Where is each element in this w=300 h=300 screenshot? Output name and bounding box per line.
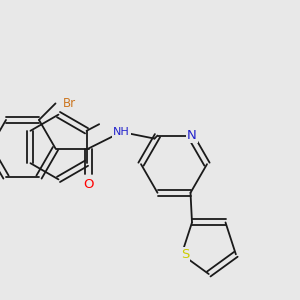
Text: N: N [187, 129, 197, 142]
Text: Br: Br [63, 97, 76, 110]
Text: S: S [181, 248, 189, 261]
Text: O: O [83, 178, 94, 191]
Text: NH: NH [113, 127, 130, 137]
